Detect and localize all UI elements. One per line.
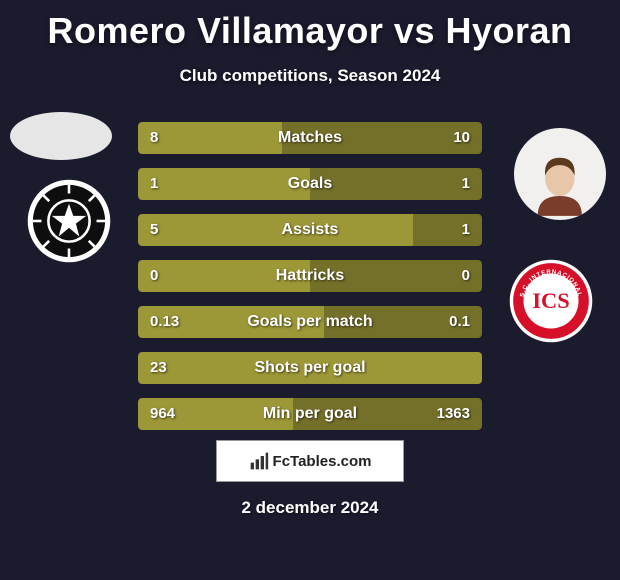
player-left-avatar xyxy=(10,112,112,160)
stats-container: 810Matches 11Goals 51Assists 00Hattricks 0.1… xyxy=(138,122,482,444)
stat-label: Assists xyxy=(138,214,482,246)
player-right-avatar xyxy=(514,128,606,220)
stat-label: Goals xyxy=(138,168,482,200)
stat-row: 51Assists xyxy=(138,214,482,246)
footer-date: 2 december 2024 xyxy=(0,498,620,518)
page-title: Romero Villamayor vs Hyoran xyxy=(0,0,620,52)
subtitle: Club competitions, Season 2024 xyxy=(0,66,620,86)
svg-text:ICS: ICS xyxy=(532,288,569,313)
stat-label: Hattricks xyxy=(138,260,482,292)
stat-label: Shots per goal xyxy=(138,352,482,384)
stat-label: Min per goal xyxy=(138,398,482,430)
brand-text: FcTables.com xyxy=(273,453,372,470)
stat-row: 810Matches xyxy=(138,122,482,154)
bar-chart-icon xyxy=(249,451,269,471)
club-right-logo: ICS S.C. INTERNACIONAL xyxy=(508,258,594,344)
stat-row: 11Goals xyxy=(138,168,482,200)
brand-badge[interactable]: FcTables.com xyxy=(216,440,404,482)
stat-label: Matches xyxy=(138,122,482,154)
stat-row: 0.130.1Goals per match xyxy=(138,306,482,338)
stat-label: Goals per match xyxy=(138,306,482,338)
stat-row: 9641363Min per goal xyxy=(138,398,482,430)
club-left-logo xyxy=(26,178,112,264)
stat-row: 00Hattricks xyxy=(138,260,482,292)
stat-row: 23Shots per goal xyxy=(138,352,482,384)
